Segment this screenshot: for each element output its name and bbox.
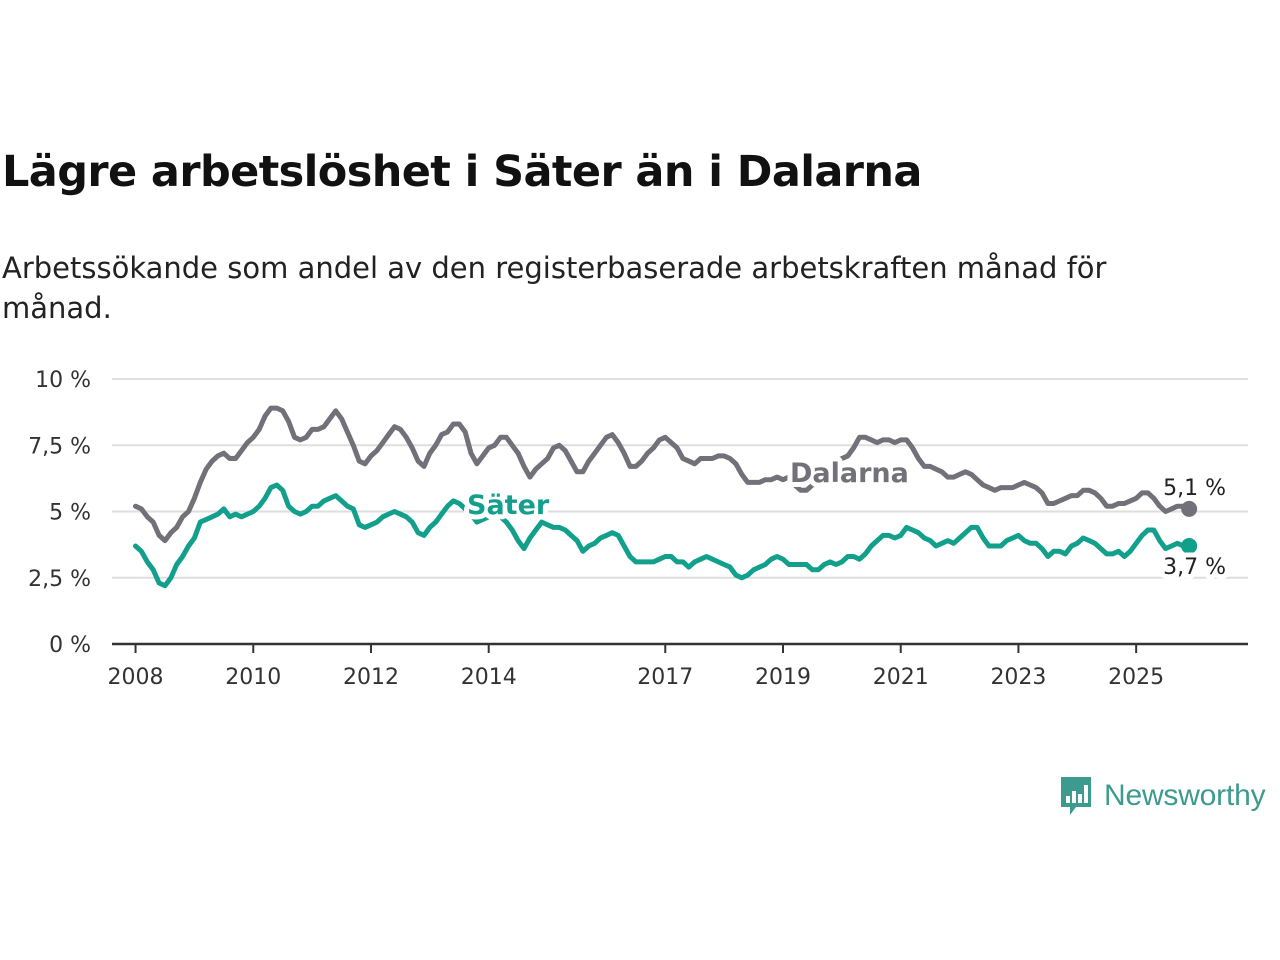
series-lines <box>133 405 1198 589</box>
x-axis: 2008 2010 2012 2014 2017 2019 2021 2023 2025 <box>108 642 1248 690</box>
series-label-dalarna: Dalarna <box>790 458 909 489</box>
end-point-dalarna <box>1181 500 1198 517</box>
series-label-sater: Säter <box>467 490 550 521</box>
y-axis-tick-labels: 0 % 2,5 % 5 % 7,5 % 10 % <box>28 368 91 658</box>
x-tick-label: 2019 <box>755 665 811 690</box>
y-tick-label: 7,5 % <box>28 434 91 459</box>
y-tick-label: 5 % <box>49 501 91 526</box>
x-tick-label: 2008 <box>108 665 164 690</box>
x-tick-label: 2017 <box>637 665 693 690</box>
x-tick-label: 2025 <box>1108 665 1164 690</box>
newsworthy-logo-icon <box>1061 777 1091 815</box>
series-line-sater <box>133 482 1192 589</box>
y-tick-label: 2,5 % <box>28 567 91 592</box>
x-tick-label: 2010 <box>225 665 281 690</box>
x-tick-label: 2023 <box>990 665 1046 690</box>
series-labels: 5,1 % 3,7 % Dalarna Säter <box>462 453 1231 585</box>
chart-title: Lägre arbetslöshet i Säter än i Dalarna <box>2 147 922 197</box>
x-tick-label: 2012 <box>343 665 399 690</box>
y-tick-label: 0 % <box>49 633 91 658</box>
y-tick-label: 10 % <box>35 368 91 393</box>
x-tick-label: 2021 <box>873 665 929 690</box>
newsworthy-brand: Newsworthy <box>1058 772 1266 820</box>
end-value-label-sater: 3,7 % <box>1163 555 1226 580</box>
end-value-label-dalarna: 5,1 % <box>1163 476 1226 501</box>
series-line-dalarna <box>133 405 1192 544</box>
end-point-sater <box>1181 537 1198 554</box>
x-tick-label: 2014 <box>461 665 517 690</box>
chart-subtitle: Arbetssökande som andel av den registerb… <box>2 251 1107 325</box>
newsworthy-wordmark: Newsworthy <box>1104 779 1266 812</box>
